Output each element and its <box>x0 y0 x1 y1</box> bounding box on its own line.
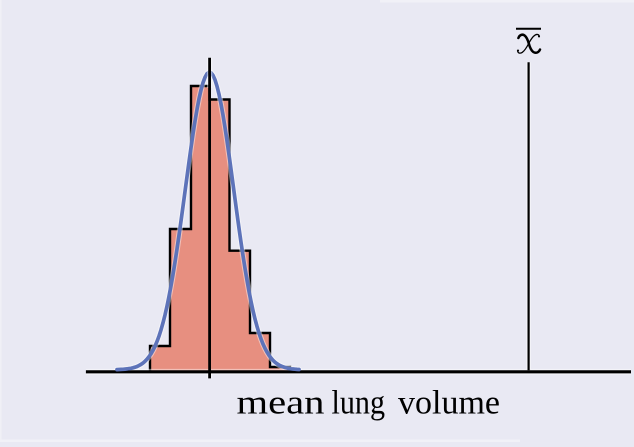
svg-text:lung: lung <box>332 385 386 422</box>
svg-text:mean: mean <box>237 385 325 422</box>
svg-text:volume: volume <box>398 385 500 422</box>
